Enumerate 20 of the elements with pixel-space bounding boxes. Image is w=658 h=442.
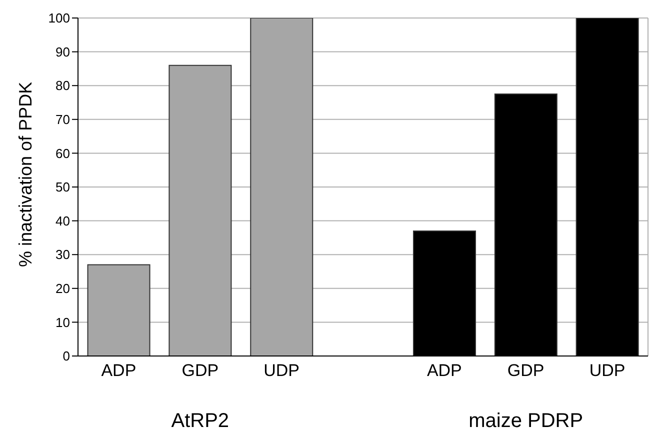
y-tick-label: 80	[56, 78, 70, 94]
x-tick-label: GDP	[507, 361, 544, 380]
y-tick-label: 60	[56, 146, 70, 161]
y-tick-label: 100	[48, 10, 70, 26]
y-tick-label: 10	[56, 314, 70, 330]
text: maize PDRP	[468, 410, 584, 433]
x-tick-label: UDP	[264, 361, 300, 380]
x-tick-label: ADP	[101, 361, 136, 380]
x-tick-label: ADP	[426, 361, 462, 380]
y-tick-label: 20	[56, 281, 70, 296]
y-tick-label: 90	[56, 44, 70, 60]
x-tick-label: UDP	[589, 361, 626, 380]
y-tick-label: 40	[56, 213, 70, 228]
y-tick-label: 30	[56, 247, 70, 262]
y-tick-label: 50	[56, 180, 70, 195]
y-tick-label: 0	[62, 348, 70, 364]
x-tick-label: GDP	[182, 361, 219, 380]
text: AtRP2	[170, 410, 230, 433]
y-axis-title: % inactivation of PPDK	[15, 82, 36, 267]
y-tick-label: 70	[56, 112, 70, 128]
